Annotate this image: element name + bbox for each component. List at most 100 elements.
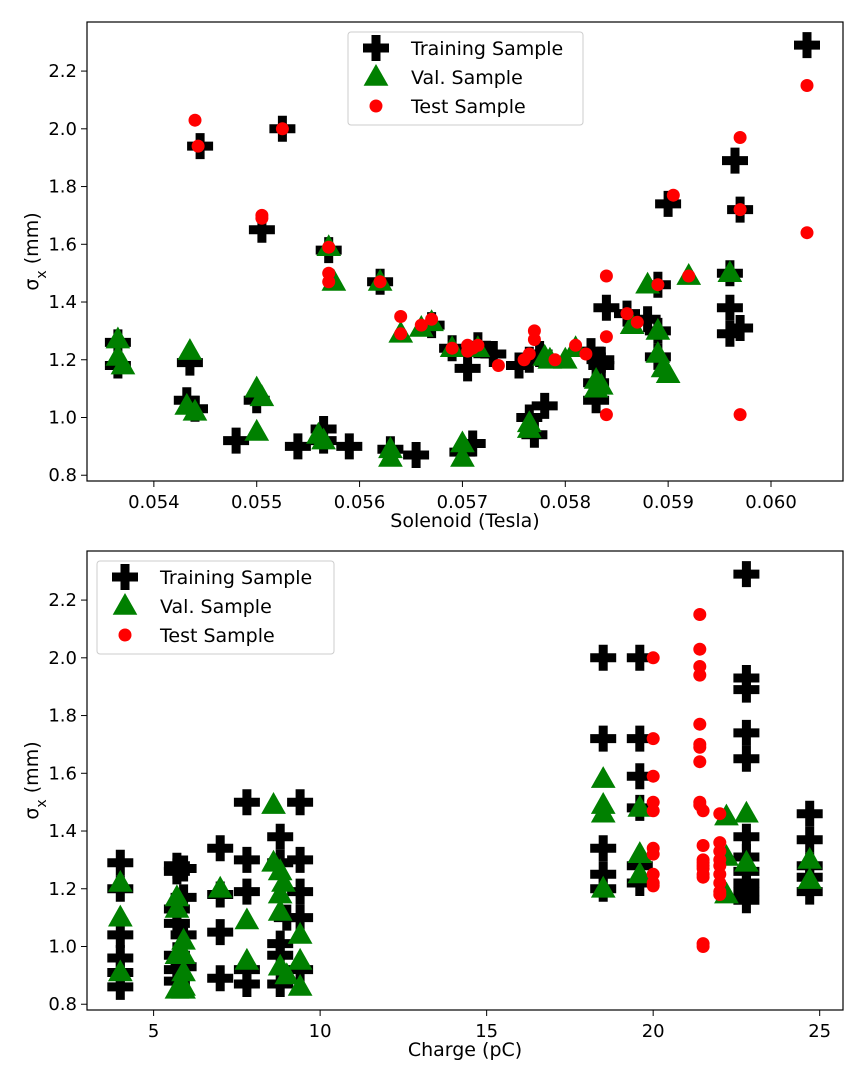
point-val-sample xyxy=(311,427,336,450)
point-test-sample xyxy=(646,804,660,818)
point-test-sample xyxy=(599,408,613,422)
legend-marker-test-sample xyxy=(118,628,132,642)
point-training-sample xyxy=(794,32,820,59)
point-training-sample xyxy=(626,763,653,790)
point-test-sample xyxy=(471,338,485,352)
legend-box xyxy=(347,31,584,126)
y-tick-label: 1.8 xyxy=(48,706,77,727)
point-training-sample xyxy=(287,904,314,931)
point-training-sample xyxy=(170,855,197,882)
x-tick-label: 0.057 xyxy=(437,492,489,513)
point-training-sample xyxy=(287,878,314,905)
point-test-sample xyxy=(394,327,408,341)
y-tick-label: 1.0 xyxy=(48,936,77,957)
point-val-sample xyxy=(450,430,475,453)
point-val-sample xyxy=(797,846,822,869)
point-training-sample xyxy=(459,430,486,457)
x-tick-label: 20 xyxy=(642,1021,665,1042)
x-tick-label: 0.056 xyxy=(334,492,386,513)
x-tick-label: 0.055 xyxy=(231,492,283,513)
point-val-sample xyxy=(516,416,542,438)
solenoid-scatter-chart: 0.054 0.055 0.056 0.057 0.058 0.059 0.060 0.8 1.… xyxy=(21,21,844,532)
point-test-sample xyxy=(682,269,696,283)
point-val-sample xyxy=(287,921,313,944)
point-val-sample xyxy=(171,927,196,950)
point-training-sample xyxy=(590,861,617,888)
point-val-sample xyxy=(261,792,286,814)
point-test-sample xyxy=(579,347,593,361)
data-points xyxy=(107,561,823,1000)
point-val-sample xyxy=(108,870,133,892)
point-test-sample xyxy=(188,113,202,127)
x-tick-label: 5 xyxy=(148,1021,159,1042)
point-training-sample xyxy=(207,835,234,862)
point-training-sample xyxy=(590,725,617,752)
point-training-sample xyxy=(583,387,610,414)
point-training-sample xyxy=(733,887,760,914)
point-test-sample xyxy=(646,847,660,861)
point-training-sample xyxy=(336,433,363,460)
y-tick-label: 2.2 xyxy=(48,61,77,82)
point-val-sample xyxy=(171,976,196,999)
x-tick-label: 0.059 xyxy=(642,492,694,513)
legend-marker-val-sample xyxy=(112,593,138,615)
y-tick-label: 1.4 xyxy=(48,292,77,313)
point-test-sample xyxy=(713,888,727,901)
point-training-sample xyxy=(626,725,653,752)
point-test-sample xyxy=(548,353,562,367)
point-test-sample xyxy=(646,879,660,893)
series-test-sample xyxy=(646,608,727,953)
series-val-sample xyxy=(108,766,822,999)
legend-label-training-sample: Training Sample xyxy=(159,567,312,589)
point-val-sample xyxy=(171,942,196,964)
legend-box xyxy=(96,560,335,655)
legend: Training Sample Val. Sample Test Sample xyxy=(347,31,584,126)
point-val-sample xyxy=(110,352,136,375)
point-training-sample xyxy=(287,789,314,816)
point-val-sample xyxy=(627,841,653,863)
point-val-sample xyxy=(164,884,190,907)
point-training-sample xyxy=(733,745,760,772)
point-test-sample xyxy=(733,131,747,144)
point-val-sample xyxy=(627,861,653,884)
y-axis-label: σx (mm) xyxy=(21,741,50,819)
point-training-sample xyxy=(480,341,507,367)
point-training-sample xyxy=(287,846,314,873)
point-training-sample xyxy=(233,846,260,873)
point-test-sample xyxy=(255,211,269,225)
x-tick-label: 15 xyxy=(475,1021,498,1042)
point-training-sample xyxy=(207,965,234,992)
point-training-sample xyxy=(107,849,134,876)
y-tick-label: 1.2 xyxy=(48,350,77,371)
point-test-sample xyxy=(733,408,747,422)
point-test-sample xyxy=(620,307,634,321)
point-training-sample xyxy=(796,826,823,853)
point-training-sample xyxy=(796,878,823,905)
point-test-sample xyxy=(191,139,205,153)
point-training-sample xyxy=(655,190,682,217)
point-training-sample xyxy=(454,355,481,382)
point-training-sample xyxy=(716,294,743,321)
point-val-sample xyxy=(590,875,616,898)
point-test-sample xyxy=(394,310,408,323)
point-test-sample xyxy=(414,318,428,332)
x-axis-label: Charge (pC) xyxy=(408,1039,522,1061)
point-test-sample xyxy=(696,804,710,818)
point-training-sample xyxy=(107,973,134,1000)
point-val-sample xyxy=(234,907,260,930)
y-tick-label: 2.2 xyxy=(48,590,77,611)
point-training-sample xyxy=(733,719,760,746)
point-test-sample xyxy=(569,338,583,352)
point-val-sample xyxy=(171,959,196,982)
point-val-sample xyxy=(287,973,313,996)
legend-label-training-sample: Training Sample xyxy=(410,38,563,60)
y-tick-label: 1.6 xyxy=(48,763,77,784)
point-val-sample xyxy=(287,947,313,970)
point-training-sample xyxy=(207,919,234,946)
point-training-sample xyxy=(733,823,760,850)
point-val-sample xyxy=(590,766,616,788)
point-training-sample xyxy=(403,442,430,468)
point-training-sample xyxy=(248,216,275,243)
point-training-sample xyxy=(588,346,615,373)
point-test-sample xyxy=(693,668,707,682)
